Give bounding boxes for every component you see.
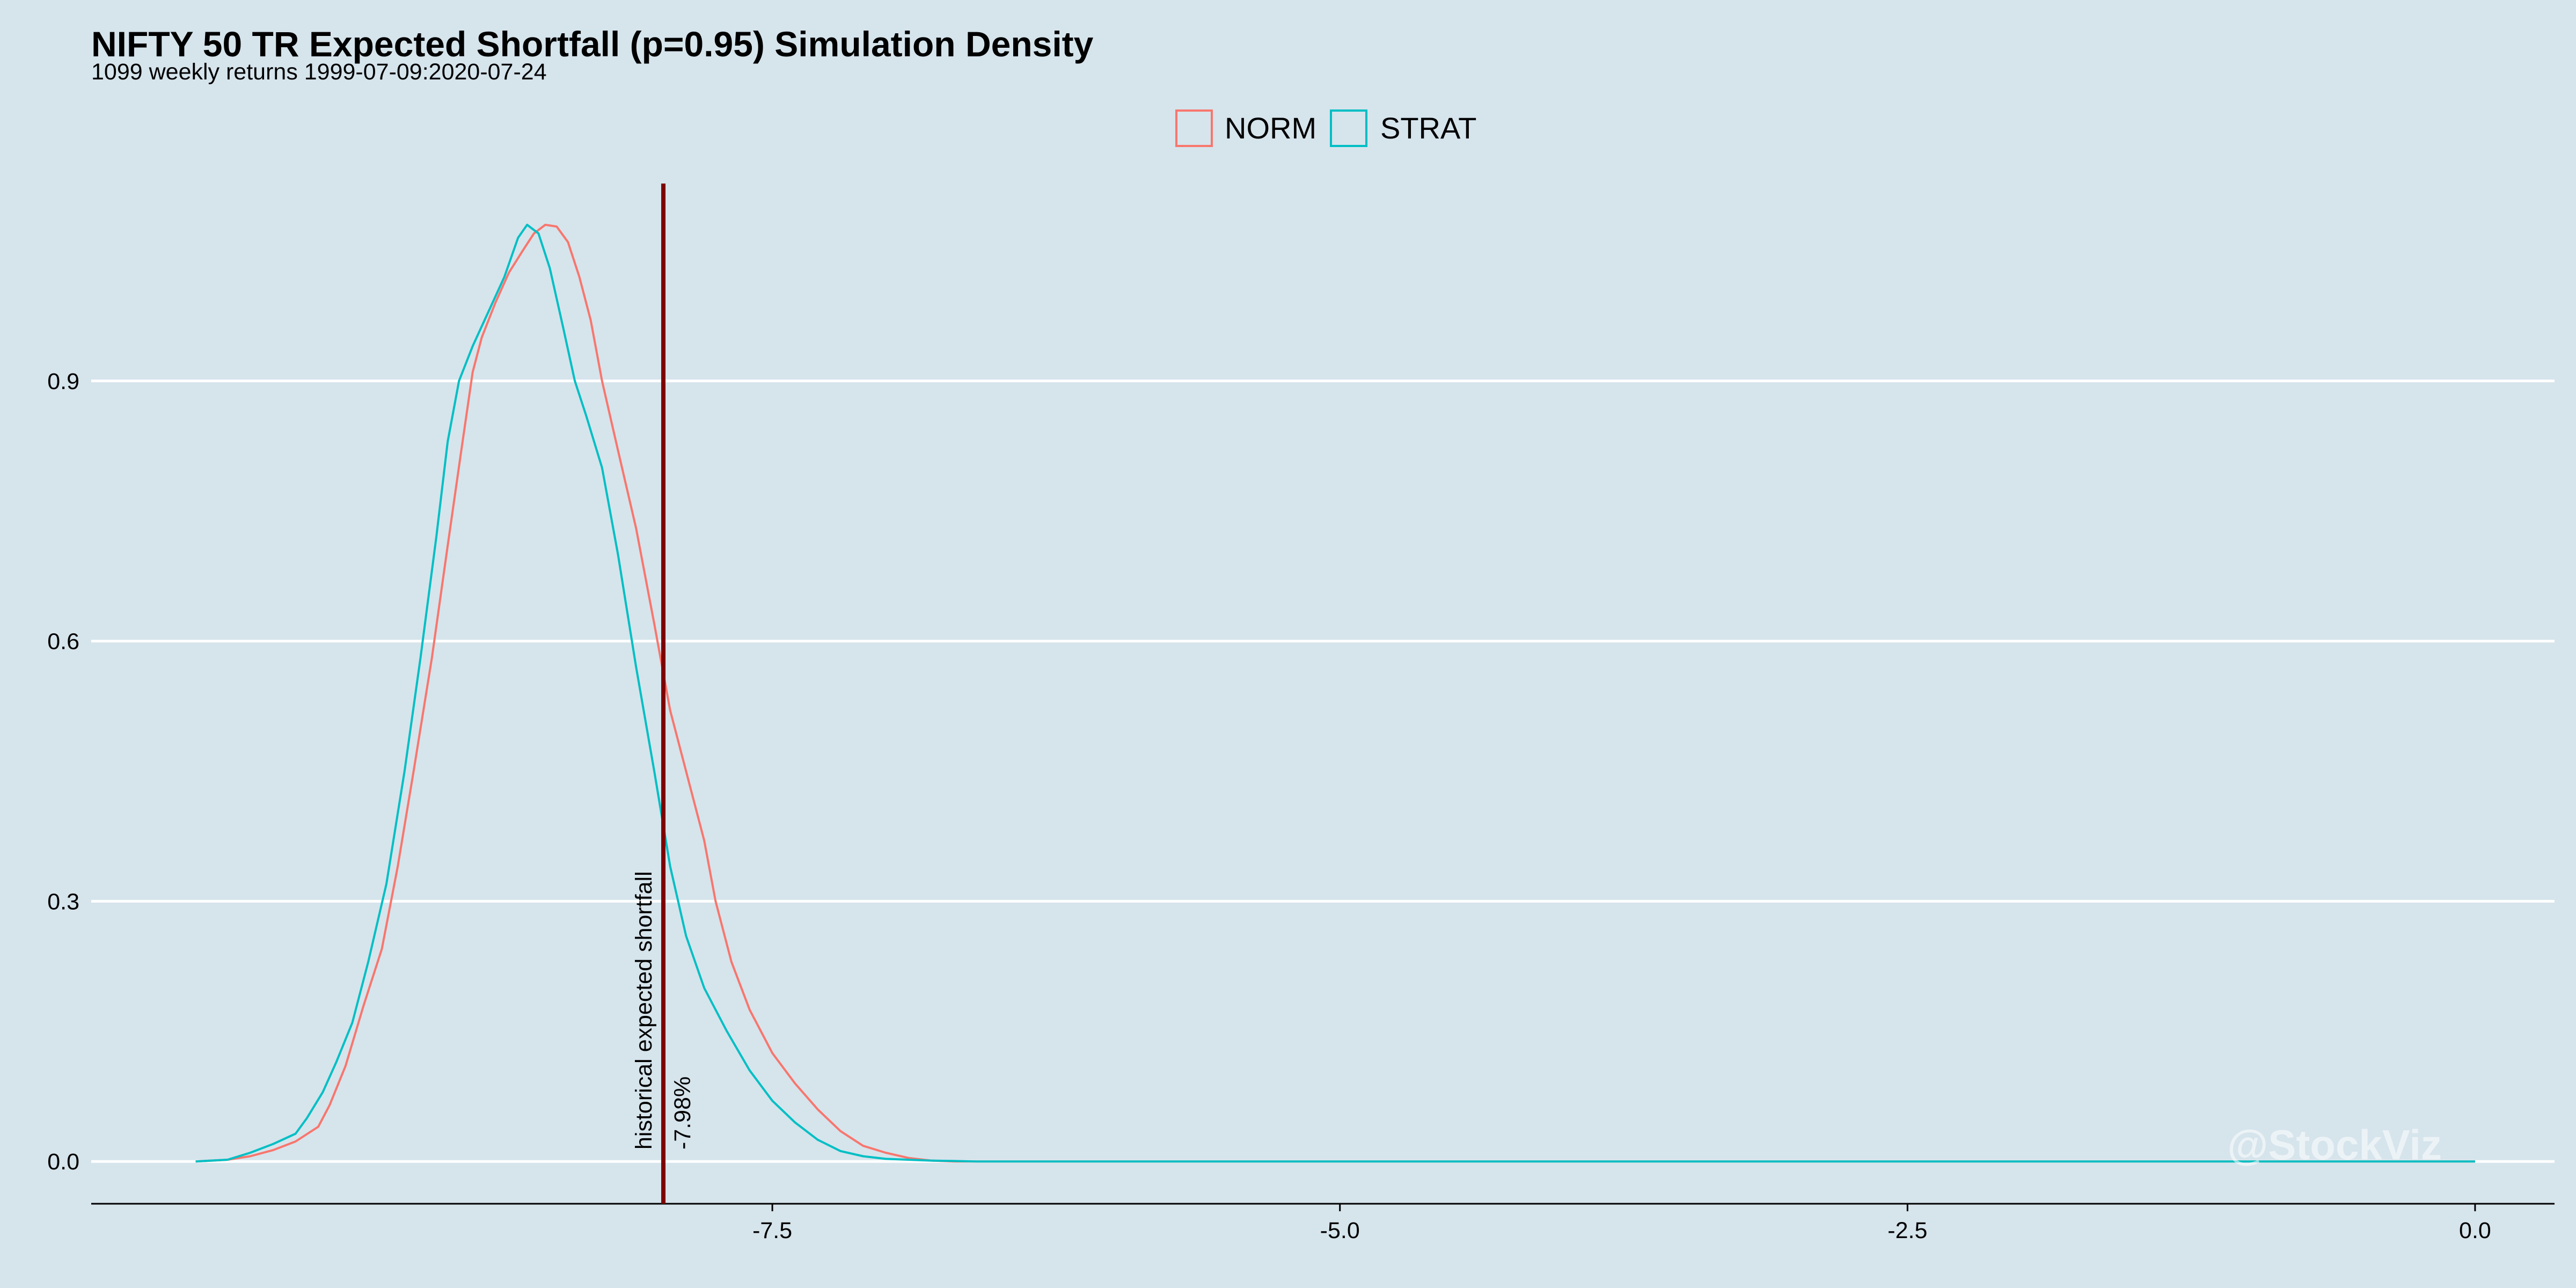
legend-label-strat: STRAT <box>1380 111 1476 145</box>
legend-label-norm: NORM <box>1225 111 1316 145</box>
expected-shortfall-value: -7.98% <box>670 1077 696 1150</box>
x-tick-label: 0.0 <box>2459 1218 2491 1243</box>
y-tick-label: 0.0 <box>47 1149 79 1175</box>
x-axis: -7.5 -5.0 -2.5 0.0 <box>91 1203 2555 1243</box>
x-tick-label: -7.5 <box>752 1218 792 1243</box>
grid-lines <box>91 379 2555 1163</box>
x-tick-label: -5.0 <box>1320 1218 1360 1243</box>
y-axis: 0.0 0.3 0.6 0.9 <box>47 369 79 1175</box>
vline-layer: historical expected shortfall -7.98% <box>631 184 696 1204</box>
y-tick-label: 0.3 <box>47 889 79 914</box>
legend: NORM STRAT <box>1175 109 1476 147</box>
series-line-strat <box>195 223 2475 1163</box>
watermark: @StockViz <box>2227 1121 2442 1168</box>
y-tick-label: 0.6 <box>47 629 79 655</box>
series-line-norm <box>195 223 2475 1163</box>
expected-shortfall-label: historical expected shortfall <box>631 871 657 1150</box>
legend-swatch-strat <box>1330 109 1367 147</box>
y-tick-label: 0.9 <box>47 369 79 394</box>
series-layer <box>195 223 2475 1163</box>
chart-subtitle: 1099 weekly returns 1999-07-09:2020-07-2… <box>91 59 547 85</box>
chart-title: NIFTY 50 TR Expected Shortfall (p=0.95) … <box>91 24 1094 64</box>
legend-swatch-norm <box>1175 109 1213 147</box>
x-tick-label: -2.5 <box>1887 1218 1927 1243</box>
